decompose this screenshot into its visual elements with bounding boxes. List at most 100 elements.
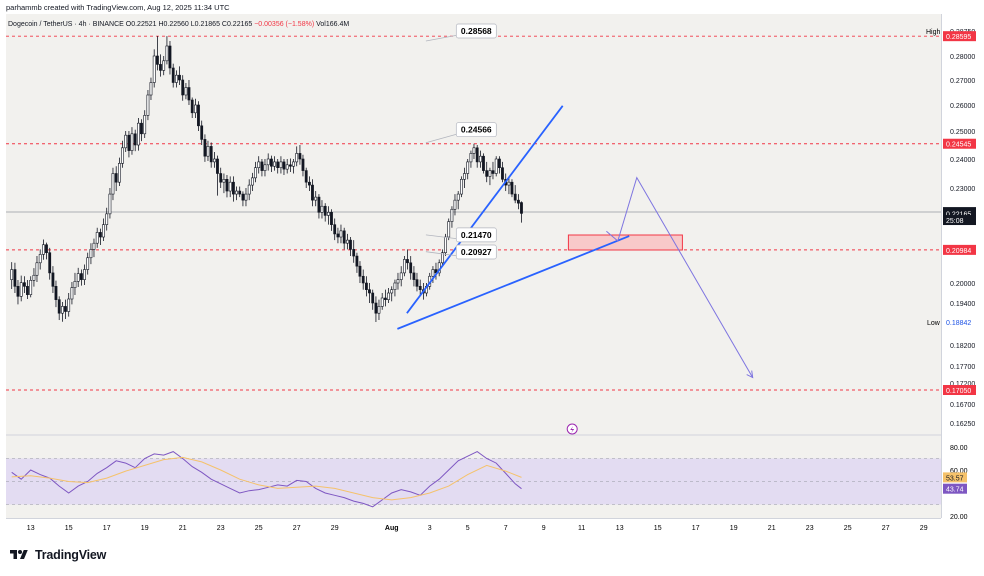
time-axis-tick: 11 bbox=[578, 525, 585, 532]
candle-up bbox=[257, 161, 261, 168]
candle-up bbox=[61, 306, 64, 314]
candle-up bbox=[327, 212, 330, 216]
candle-down bbox=[203, 139, 207, 157]
candle-up bbox=[469, 153, 473, 163]
price-callout-box[interactable] bbox=[455, 23, 497, 39]
candle-up bbox=[228, 181, 232, 192]
wedge-lower-trendline[interactable] bbox=[397, 235, 630, 330]
candle-up bbox=[456, 193, 460, 201]
candle-up bbox=[121, 147, 124, 164]
price-tag[interactable] bbox=[943, 208, 976, 219]
candle-up bbox=[67, 298, 71, 312]
candle-up bbox=[165, 45, 169, 62]
candle-up bbox=[466, 161, 470, 174]
candle-down bbox=[501, 167, 504, 180]
candle-up bbox=[73, 281, 77, 288]
candle-up bbox=[494, 158, 498, 174]
candle-down bbox=[475, 147, 479, 163]
price-tag-label: 0.24545 bbox=[946, 142, 971, 149]
candle-up bbox=[143, 115, 147, 135]
price-axis-tick: 0.18200 bbox=[950, 343, 975, 350]
time-axis-tick: 17 bbox=[692, 525, 700, 532]
candle-down bbox=[298, 153, 302, 160]
rsi-band bbox=[6, 458, 941, 505]
candle-up bbox=[105, 213, 109, 225]
candle-up bbox=[102, 224, 105, 238]
creator-attribution: parhammb created with TradingView.com, A… bbox=[6, 3, 230, 12]
price-tag[interactable] bbox=[943, 138, 976, 149]
candle-up bbox=[194, 104, 197, 114]
candle-up bbox=[314, 196, 318, 201]
price-tag[interactable] bbox=[943, 31, 976, 42]
time-axis-tick: 9 bbox=[542, 525, 546, 532]
price-axis-tick: 0.16700 bbox=[950, 402, 975, 409]
candle-up bbox=[146, 94, 150, 116]
candle-down bbox=[434, 269, 438, 274]
price-callout-label: 0.24566 bbox=[461, 125, 492, 135]
candle-down bbox=[371, 292, 375, 304]
candle-down bbox=[323, 205, 327, 216]
rsi-value-tag[interactable] bbox=[943, 472, 967, 483]
candle-down bbox=[513, 193, 517, 201]
price-axis-tick: 0.27000 bbox=[950, 78, 975, 85]
candle-up bbox=[488, 170, 492, 177]
candle-down bbox=[317, 196, 321, 213]
time-axis-tick: 5 bbox=[466, 525, 470, 532]
price-callout-box[interactable] bbox=[455, 227, 497, 243]
ohlc-legend: Dogecoin / TetherUS · 4h · BINANCE O0.22… bbox=[8, 21, 349, 28]
candle-down bbox=[365, 282, 368, 290]
price-callout-box[interactable] bbox=[455, 122, 497, 138]
price-axis-tick: 0.24000 bbox=[950, 157, 975, 164]
candle-down bbox=[57, 299, 61, 314]
price-tag[interactable] bbox=[943, 385, 976, 395]
candle-down bbox=[238, 190, 242, 195]
price-axis-tick: 0.16250 bbox=[950, 421, 975, 428]
price-tag[interactable] bbox=[943, 244, 976, 255]
candle-down bbox=[308, 181, 311, 186]
projection-path[interactable] bbox=[606, 176, 754, 378]
candle-down bbox=[197, 104, 200, 127]
time-axis-tick: 13 bbox=[616, 525, 624, 532]
rsi-value-tag[interactable] bbox=[943, 483, 967, 494]
candle-up bbox=[263, 164, 267, 171]
price-callout-box[interactable] bbox=[455, 244, 497, 260]
candle-up bbox=[339, 230, 343, 238]
price-tag-label: 0.22165 bbox=[946, 211, 971, 218]
callout-leader bbox=[425, 251, 459, 257]
candle-up bbox=[35, 262, 39, 276]
time-axis-tick: 7 bbox=[504, 525, 508, 532]
candle-down bbox=[374, 302, 378, 314]
candle-up bbox=[32, 274, 36, 281]
candle-up bbox=[346, 239, 349, 244]
wedge-upper-trendline[interactable] bbox=[406, 105, 564, 314]
price-axis-tick: 0.20000 bbox=[950, 281, 975, 288]
candle-up bbox=[472, 147, 476, 154]
rsi-axis-tick: 80.00 bbox=[950, 445, 968, 452]
candle-down bbox=[482, 155, 485, 171]
candle-up bbox=[130, 133, 134, 151]
price-tag[interactable] bbox=[943, 215, 976, 226]
price-callout-label: 0.21470 bbox=[461, 230, 492, 240]
candle-down bbox=[336, 233, 340, 238]
candle-up bbox=[213, 158, 216, 163]
rsi-line[interactable] bbox=[11, 451, 522, 508]
candle-down bbox=[418, 286, 422, 290]
rsi-ma-line[interactable] bbox=[11, 456, 522, 501]
candle-up bbox=[444, 236, 447, 253]
candle-down bbox=[216, 158, 219, 174]
candle-up bbox=[403, 259, 406, 274]
rsi-axis-tick: 60.00 bbox=[950, 468, 968, 475]
candle-up bbox=[175, 74, 178, 83]
candle-down bbox=[485, 170, 489, 177]
candle-down bbox=[225, 179, 229, 192]
candle-down bbox=[349, 239, 352, 250]
candle-down bbox=[361, 275, 365, 284]
candle-down bbox=[64, 306, 67, 312]
resistance-zone[interactable] bbox=[567, 234, 683, 251]
candle-up bbox=[118, 163, 121, 183]
candle-down bbox=[368, 289, 371, 294]
candle-up bbox=[460, 179, 463, 195]
candle-up bbox=[42, 244, 45, 255]
